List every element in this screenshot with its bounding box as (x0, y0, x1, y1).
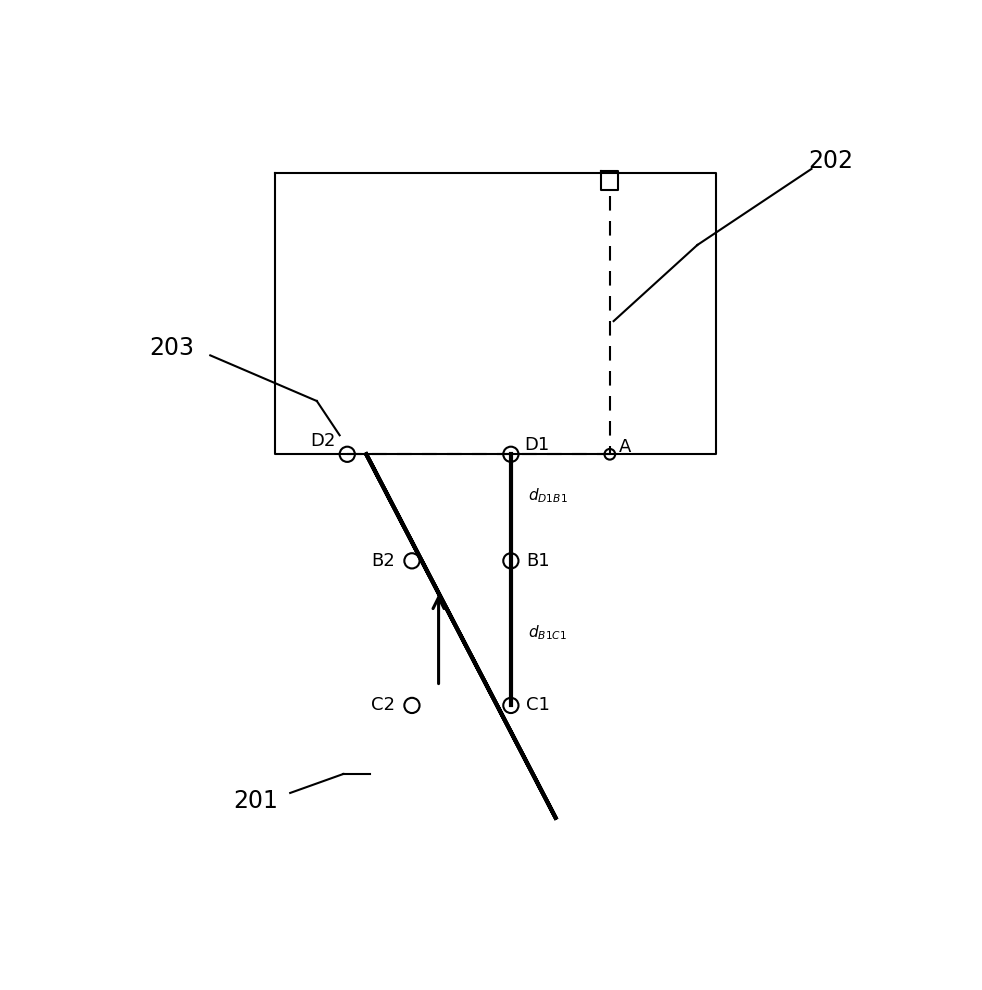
Text: 203: 203 (149, 336, 194, 359)
Text: C2: C2 (371, 696, 395, 715)
Text: D1: D1 (524, 437, 550, 454)
Text: 201: 201 (234, 789, 278, 813)
Text: B1: B1 (526, 551, 550, 570)
Text: $d_{D1B1}$: $d_{D1B1}$ (527, 487, 568, 506)
Text: $d_{B1C1}$: $d_{B1C1}$ (527, 624, 567, 643)
Text: A: A (619, 438, 631, 455)
Text: 202: 202 (808, 149, 853, 173)
Text: D2: D2 (310, 432, 336, 449)
Text: B2: B2 (371, 551, 395, 570)
Text: C1: C1 (526, 696, 550, 715)
